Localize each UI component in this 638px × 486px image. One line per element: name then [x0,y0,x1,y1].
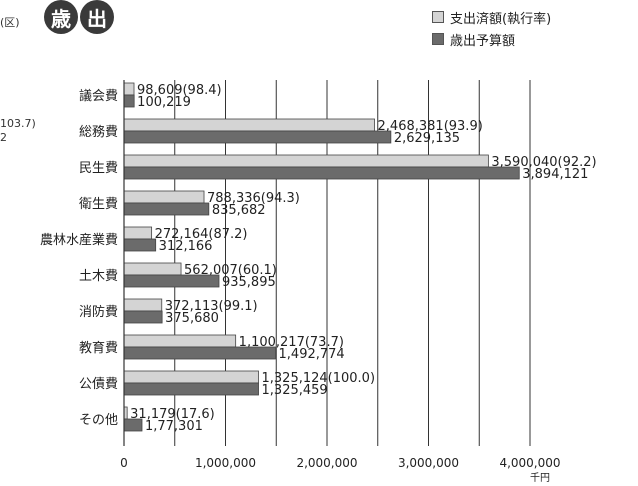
category-label: 議会費 [79,89,118,104]
legend-swatch-budget [432,33,444,45]
data-label-budget: 2,629,135 [394,131,460,146]
data-label-budget: 1,325,459 [262,383,328,398]
bar-spent [123,226,153,240]
bar-budget [123,238,157,252]
data-label-spent: 1,100,217(73.7) [239,335,344,350]
data-label-spent: 272,164(87.2) [155,227,248,242]
data-label-budget: 375,680 [165,311,219,326]
x-tick-label: 0 [120,456,128,470]
bar-budget [123,382,259,396]
legend-label-budget: 歳出予算額 [450,33,516,49]
chart-legend: 支出済額(執行率) 歳出予算額 [432,6,551,50]
bar-budget [123,130,392,144]
data-label-spent: 1,325,124(100.0) [262,371,376,386]
data-label-spent: 98,609(98.4) [137,83,222,98]
x-tick-label: 4,000,000 [499,456,560,470]
legend-swatch-spent [432,11,444,23]
x-axis-unit: 千円 [530,472,550,484]
data-label-spent: 2,468,381(93.9) [378,119,483,134]
legend-item-spent: 支出済額(執行率) [432,6,551,28]
data-label-spent: 788,336(94.3) [207,191,300,206]
x-tick-label: 2,000,000 [296,456,357,470]
bar-budget [123,202,210,216]
x-tick-label: 3,000,000 [398,456,459,470]
legend-label-spent: 支出済額(執行率) [450,11,552,27]
category-label: 農林水産業費 [40,232,118,248]
chart-title: 歳 出 [44,0,114,34]
data-label-spent: 372,113(99.1) [165,299,258,314]
category-label: 衛生費 [79,197,118,212]
category-label: 土木費 [79,269,118,284]
title-char-circle: 出 [80,0,114,34]
bar-spent [123,370,259,384]
cropped-label-fragment: 2 [0,131,7,144]
category-label: 総務費 [79,125,118,140]
data-label-spent: 3,590,040(92.2) [491,155,596,170]
data-label-budget: 3,894,121 [522,167,588,182]
data-label-budget: 312,166 [159,239,213,254]
category-label: その他 [79,413,118,428]
bar-budget [123,418,143,432]
bar-spent [123,298,163,312]
data-label-budget: 1,492,774 [279,347,345,362]
data-label-budget: 835,682 [212,203,266,218]
category-label: 民生費 [79,161,118,176]
category-label: 教育費 [79,340,118,356]
category-label: 公債費 [79,377,118,392]
data-label-budget: 1,77,301 [145,419,203,434]
x-tick-label: 1,000,000 [195,456,256,470]
bar-budget [123,346,276,360]
bar-budget [123,94,135,108]
bar-spent [123,190,205,204]
bar-spent [123,262,182,276]
title-char-circle: 歳 [44,0,78,34]
data-label-budget: 935,895 [222,275,276,290]
cropped-label-fragment: (区) [0,16,20,29]
data-label-spent: 31,179(17.6) [130,407,215,422]
bar-spent [123,118,375,132]
bar-spent [123,334,237,348]
category-label: 消防費 [79,304,118,320]
legend-item-budget: 歳出予算額 [432,28,551,50]
cropped-label-fragment: 103.7) [0,117,36,130]
bar-budget [123,166,520,180]
bar-budget [123,310,163,324]
bar-spent [123,82,135,96]
bar-budget [123,274,220,288]
data-label-budget: 100,219 [137,95,191,110]
bar-spent [123,154,489,168]
data-label-spent: 562,007(60.1) [184,263,277,278]
